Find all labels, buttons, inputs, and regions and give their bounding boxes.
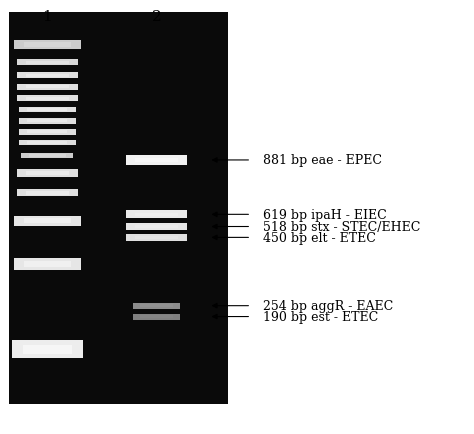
Bar <box>19 140 76 146</box>
Text: 190 bp est - ETEC: 190 bp est - ETEC <box>263 310 378 323</box>
Text: 1: 1 <box>43 10 52 24</box>
Bar <box>19 107 76 113</box>
Bar <box>126 211 187 219</box>
Bar <box>23 345 72 354</box>
Bar <box>140 305 173 307</box>
Bar <box>26 171 69 175</box>
Bar <box>17 60 78 66</box>
Bar <box>26 86 69 89</box>
Bar <box>21 153 73 159</box>
Bar <box>26 75 69 77</box>
Bar <box>135 213 178 217</box>
Bar <box>26 98 69 100</box>
Bar <box>26 61 69 64</box>
Bar <box>26 191 69 195</box>
Bar <box>24 219 71 224</box>
Bar <box>135 226 178 228</box>
Bar <box>133 314 180 320</box>
Bar <box>17 73 78 79</box>
Bar <box>27 142 67 145</box>
Bar <box>12 341 83 358</box>
Text: 254 bp aggR - EAEC: 254 bp aggR - EAEC <box>263 299 393 312</box>
Bar <box>126 224 187 230</box>
Text: 518 bp stx - STEC/EHEC: 518 bp stx - STEC/EHEC <box>263 220 420 233</box>
Bar <box>27 131 67 134</box>
Bar <box>140 316 173 318</box>
Text: 450 bp elt - ETEC: 450 bp elt - ETEC <box>263 231 376 244</box>
Text: 619 bp ipaH - EIEC: 619 bp ipaH - EIEC <box>263 208 387 221</box>
Bar <box>14 259 81 271</box>
Bar <box>17 85 78 90</box>
Bar <box>14 217 81 226</box>
Bar <box>126 234 187 241</box>
Text: 881 bp eae - EPEC: 881 bp eae - EPEC <box>263 154 382 167</box>
Bar <box>17 170 78 178</box>
Bar <box>135 159 178 162</box>
Bar <box>24 43 71 48</box>
Bar <box>14 41 81 50</box>
Bar <box>17 96 78 102</box>
Bar <box>27 109 67 112</box>
Bar <box>126 156 187 165</box>
Bar <box>19 118 76 124</box>
Bar <box>24 262 71 268</box>
Bar <box>135 237 178 239</box>
Bar <box>9 13 228 404</box>
Bar <box>17 189 78 197</box>
Bar <box>29 155 65 158</box>
Bar <box>133 303 180 309</box>
Bar <box>19 129 76 135</box>
Text: 2: 2 <box>152 10 161 24</box>
Bar <box>27 120 67 123</box>
